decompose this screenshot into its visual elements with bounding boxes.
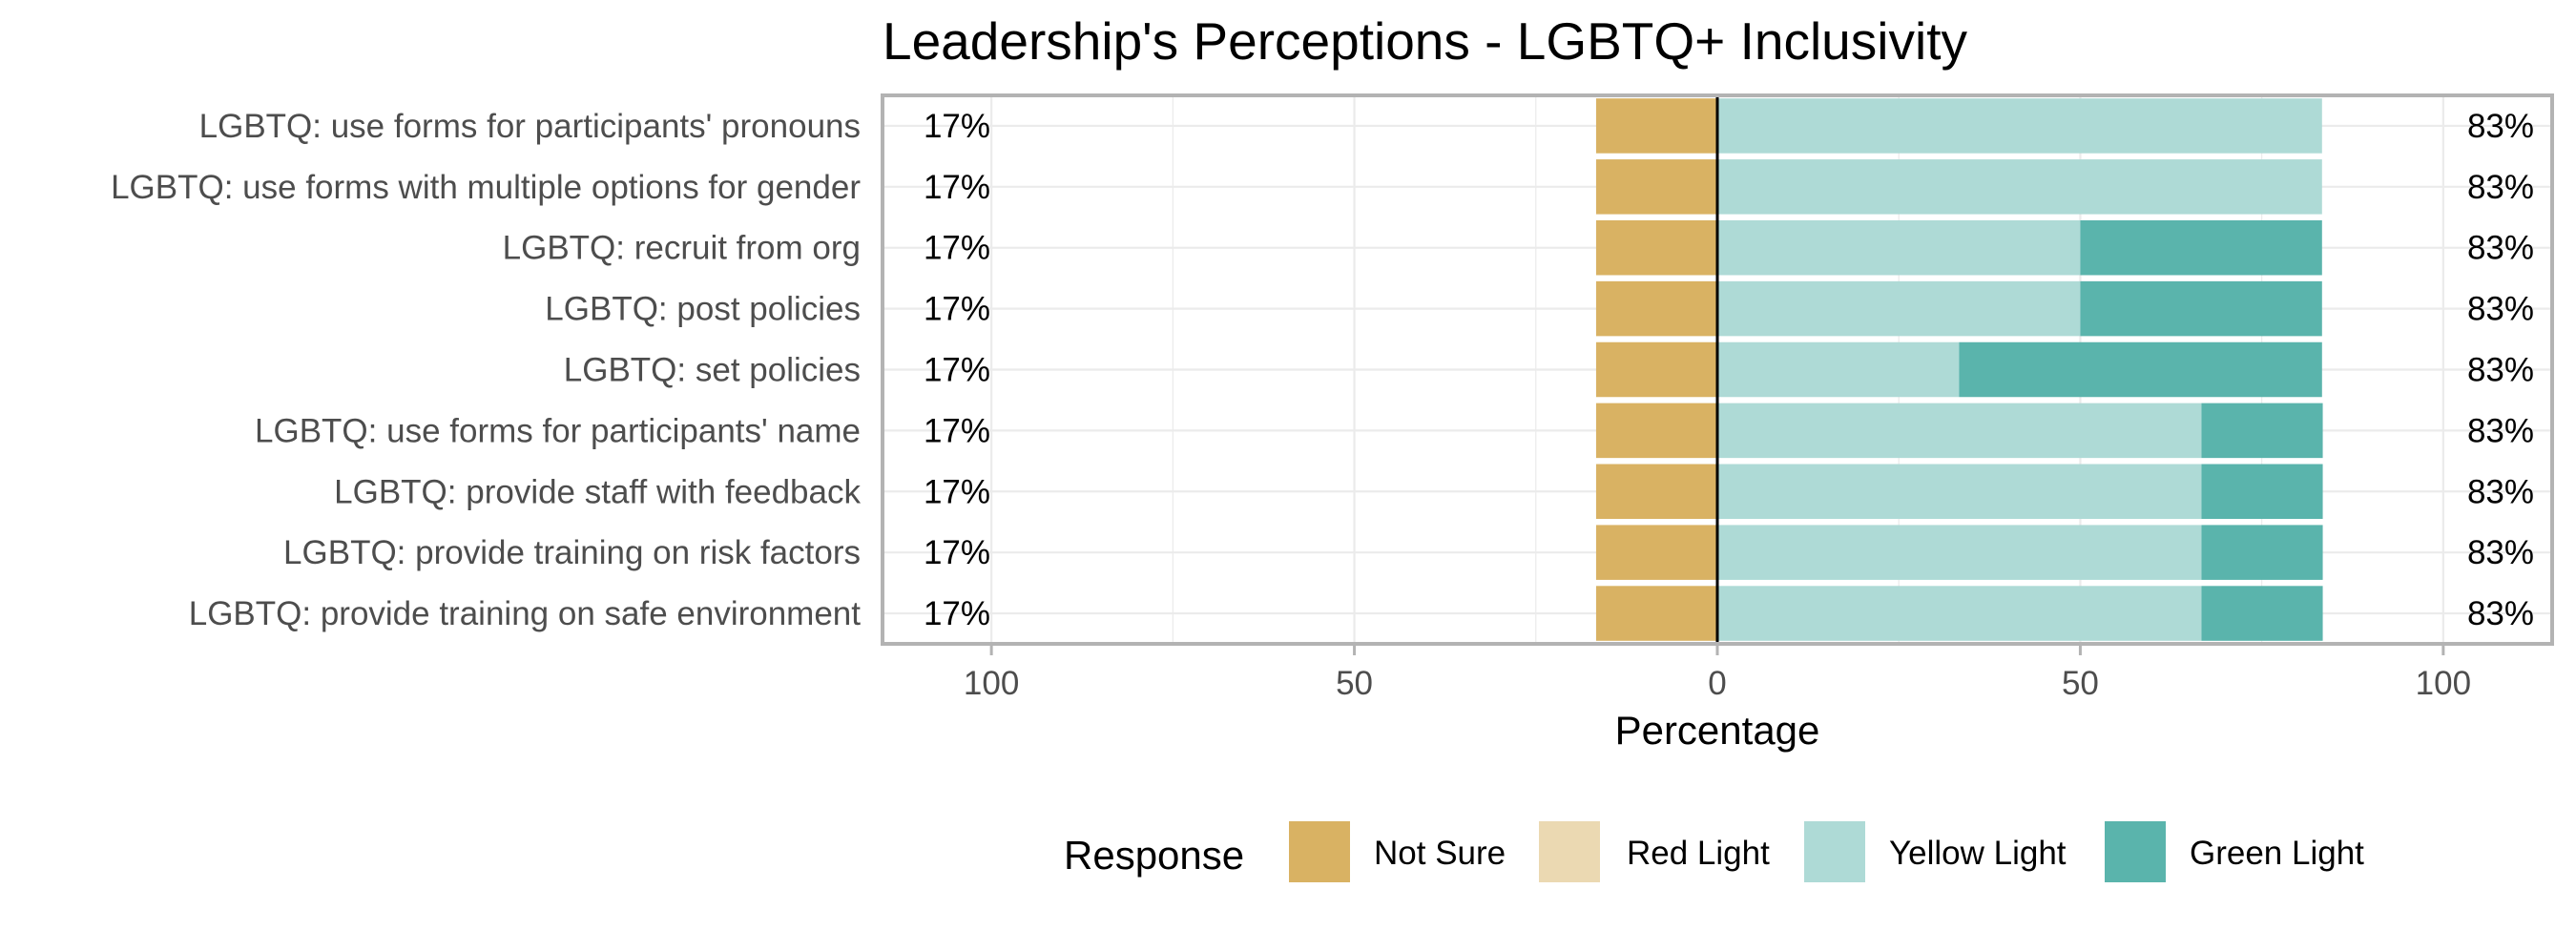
legend-label: Yellow Light [1889, 835, 2067, 872]
legend-title: Response [1064, 833, 1244, 878]
right-percent-label: 83% [2467, 291, 2534, 328]
bar-yellow-light [1717, 219, 2081, 276]
left-percent-label: 17% [924, 169, 990, 206]
left-percent-label: 17% [924, 473, 990, 510]
x-tick-label: 0 [1708, 665, 1726, 702]
bar-green-light [1959, 341, 2322, 398]
bar-yellow-light [1717, 341, 1960, 398]
bar-yellow-light [1717, 403, 2202, 459]
right-percent-label: 83% [2467, 230, 2534, 267]
bar-yellow-light [1717, 525, 2202, 580]
legend-label: Green Light [2190, 835, 2364, 872]
bar-green-light [2080, 280, 2322, 337]
bar-not-sure [1595, 159, 1717, 215]
category-label: LGBTQ: provide training on risk factors [283, 534, 861, 571]
bar-green-light [2201, 403, 2323, 459]
legend: Response Not Sure Red Light Yellow Light Gr… [1064, 819, 2364, 884]
category-label: LGBTQ: provide training on safe environm… [189, 595, 862, 632]
x-tick-label: 100 [964, 665, 1019, 702]
category-label: LGBTQ: provide staff with feedback [334, 473, 861, 510]
left-percent-label: 17% [924, 108, 990, 145]
category-label: LGBTQ: use forms for participants' prono… [199, 108, 861, 145]
x-axis-title: Percentage [1615, 708, 1820, 753]
plot-panel-border [881, 93, 2554, 646]
left-percent-label: 17% [924, 291, 990, 328]
bar-yellow-light [1717, 98, 2322, 154]
right-percent-label: 83% [2467, 473, 2534, 510]
x-tick-label: 50 [2062, 665, 2099, 702]
bar-not-sure [1595, 341, 1717, 398]
left-percent-label: 17% [924, 412, 990, 449]
bar-not-sure [1595, 464, 1717, 520]
bar-not-sure [1595, 280, 1717, 337]
bar-not-sure [1595, 219, 1717, 276]
category-label: LGBTQ: use forms for participants' name [255, 412, 861, 449]
bars [1595, 98, 2323, 641]
legend-key-yellow-light [1802, 819, 1867, 884]
bar-yellow-light [1717, 280, 2081, 337]
left-percent-label: 17% [924, 534, 990, 571]
x-axis-ticks: 100 50 0 50 100 [964, 646, 2471, 702]
right-percent-label: 83% [2467, 108, 2534, 145]
bar-green-light [2080, 219, 2322, 276]
right-percent-label: 83% [2467, 534, 2534, 571]
bar-yellow-light [1717, 464, 2202, 520]
right-percent-label: 83% [2467, 169, 2534, 206]
x-tick-label: 50 [1336, 665, 1373, 702]
bar-green-light [2201, 586, 2323, 641]
right-percent-label: 83% [2467, 595, 2534, 632]
category-label: LGBTQ: set policies [564, 352, 861, 389]
bar-green-light [2201, 525, 2323, 580]
x-tick-label: 100 [2416, 665, 2471, 702]
right-percent-label: 83% [2467, 412, 2534, 449]
legend-label: Red Light [1627, 835, 1770, 872]
bar-not-sure [1595, 98, 1717, 154]
bar-yellow-light [1717, 159, 2322, 215]
left-percent-label: 17% [924, 230, 990, 267]
bar-not-sure [1595, 403, 1717, 459]
bar-yellow-light [1717, 586, 2202, 641]
left-percent-label: 17% [924, 352, 990, 389]
category-label: LGBTQ: recruit from org [503, 230, 861, 267]
category-label: LGBTQ: post policies [545, 291, 861, 328]
chart-title: Leadership's Perceptions - LGBTQ+ Inclus… [883, 11, 1967, 71]
percent-labels: 17% 83% 17% 83% 17% 83% 17% 83% 17% 83% 17% 83% 17% 8… [924, 108, 2534, 632]
left-percent-label: 17% [924, 595, 990, 632]
bar-not-sure [1595, 525, 1717, 580]
bar-not-sure [1595, 586, 1717, 641]
legend-key-red-light [1537, 819, 1602, 884]
legend-key-not-sure [1287, 819, 1352, 884]
legend-key-green-light [2103, 819, 2168, 884]
legend-label: Not Sure [1374, 835, 1506, 872]
bar-green-light [2201, 464, 2323, 520]
category-label: LGBTQ: use forms with multiple options f… [111, 169, 861, 206]
category-labels: LGBTQ: use forms for participants' prono… [111, 108, 861, 632]
right-percent-label: 83% [2467, 352, 2534, 389]
